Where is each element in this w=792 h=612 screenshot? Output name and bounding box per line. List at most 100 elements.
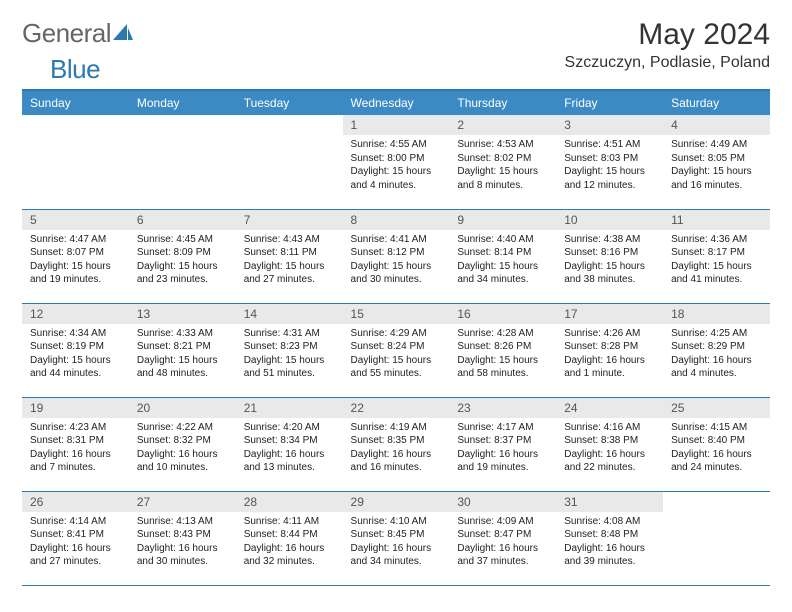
day-details: Sunrise: 4:28 AMSunset: 8:26 PMDaylight:… [449,324,556,387]
day-details: Sunrise: 4:25 AMSunset: 8:29 PMDaylight:… [663,324,770,387]
day-ss: Sunset: 8:38 PM [564,434,655,448]
month-title: May 2024 [565,18,770,52]
day-dl: Daylight: 15 hours and 58 minutes. [457,354,548,381]
calendar-cell: 24Sunrise: 4:16 AMSunset: 8:38 PMDayligh… [556,397,663,491]
calendar-cell: 20Sunrise: 4:22 AMSunset: 8:32 PMDayligh… [129,397,236,491]
day-dl: Daylight: 15 hours and 55 minutes. [351,354,442,381]
calendar-cell [129,115,236,209]
day-dl: Daylight: 15 hours and 16 minutes. [671,165,762,192]
calendar-cell: 22Sunrise: 4:19 AMSunset: 8:35 PMDayligh… [343,397,450,491]
day-details: Sunrise: 4:38 AMSunset: 8:16 PMDaylight:… [556,230,663,293]
day-number: 3 [556,115,663,135]
day-dl: Daylight: 16 hours and 37 minutes. [457,542,548,569]
day-dl: Daylight: 16 hours and 24 minutes. [671,448,762,475]
calendar-cell [663,491,770,585]
logo-sail-icon [113,24,133,42]
day-dl: Daylight: 15 hours and 30 minutes. [351,260,442,287]
day-ss: Sunset: 8:02 PM [457,152,548,166]
day-number: 31 [556,492,663,512]
day-details: Sunrise: 4:11 AMSunset: 8:44 PMDaylight:… [236,512,343,575]
day-number: 25 [663,398,770,418]
calendar-cell: 26Sunrise: 4:14 AMSunset: 8:41 PMDayligh… [22,491,129,585]
day-sr: Sunrise: 4:08 AM [564,515,655,529]
calendar-cell: 8Sunrise: 4:41 AMSunset: 8:12 PMDaylight… [343,209,450,303]
day-ss: Sunset: 8:23 PM [244,340,335,354]
calendar-cell: 23Sunrise: 4:17 AMSunset: 8:37 PMDayligh… [449,397,556,491]
day-ss: Sunset: 8:26 PM [457,340,548,354]
day-ss: Sunset: 8:44 PM [244,528,335,542]
day-ss: Sunset: 8:03 PM [564,152,655,166]
logo: General [22,18,133,49]
day-number: 27 [129,492,236,512]
day-details: Sunrise: 4:09 AMSunset: 8:47 PMDaylight:… [449,512,556,575]
day-sr: Sunrise: 4:34 AM [30,327,121,341]
day-number: 28 [236,492,343,512]
day-dl: Daylight: 15 hours and 4 minutes. [351,165,442,192]
day-sr: Sunrise: 4:20 AM [244,421,335,435]
day-number: 23 [449,398,556,418]
day-ss: Sunset: 8:24 PM [351,340,442,354]
day-sr: Sunrise: 4:33 AM [137,327,228,341]
calendar-cell: 31Sunrise: 4:08 AMSunset: 8:48 PMDayligh… [556,491,663,585]
day-dl: Daylight: 16 hours and 22 minutes. [564,448,655,475]
day-number: 20 [129,398,236,418]
day-ss: Sunset: 8:05 PM [671,152,762,166]
weekday-header: Thursday [449,91,556,115]
calendar-cell: 28Sunrise: 4:11 AMSunset: 8:44 PMDayligh… [236,491,343,585]
day-number: 16 [449,304,556,324]
day-dl: Daylight: 15 hours and 12 minutes. [564,165,655,192]
day-details: Sunrise: 4:13 AMSunset: 8:43 PMDaylight:… [129,512,236,575]
day-ss: Sunset: 8:45 PM [351,528,442,542]
day-sr: Sunrise: 4:53 AM [457,138,548,152]
day-ss: Sunset: 8:12 PM [351,246,442,260]
calendar-cell: 14Sunrise: 4:31 AMSunset: 8:23 PMDayligh… [236,303,343,397]
day-sr: Sunrise: 4:41 AM [351,233,442,247]
day-details: Sunrise: 4:45 AMSunset: 8:09 PMDaylight:… [129,230,236,293]
calendar-cell: 6Sunrise: 4:45 AMSunset: 8:09 PMDaylight… [129,209,236,303]
weekday-header: Friday [556,91,663,115]
day-sr: Sunrise: 4:17 AM [457,421,548,435]
day-sr: Sunrise: 4:51 AM [564,138,655,152]
day-details: Sunrise: 4:41 AMSunset: 8:12 PMDaylight:… [343,230,450,293]
day-ss: Sunset: 8:40 PM [671,434,762,448]
day-dl: Daylight: 15 hours and 23 minutes. [137,260,228,287]
calendar-cell: 30Sunrise: 4:09 AMSunset: 8:47 PMDayligh… [449,491,556,585]
day-number: 18 [663,304,770,324]
day-number: 30 [449,492,556,512]
day-ss: Sunset: 8:29 PM [671,340,762,354]
day-details: Sunrise: 4:51 AMSunset: 8:03 PMDaylight:… [556,135,663,198]
calendar-cell: 19Sunrise: 4:23 AMSunset: 8:31 PMDayligh… [22,397,129,491]
day-sr: Sunrise: 4:26 AM [564,327,655,341]
day-details: Sunrise: 4:17 AMSunset: 8:37 PMDaylight:… [449,418,556,481]
day-details: Sunrise: 4:53 AMSunset: 8:02 PMDaylight:… [449,135,556,198]
day-sr: Sunrise: 4:40 AM [457,233,548,247]
day-details: Sunrise: 4:47 AMSunset: 8:07 PMDaylight:… [22,230,129,293]
day-number: 13 [129,304,236,324]
calendar-cell: 25 Sunrise: 4:15 AMSunset: 8:40 PMDayligh… [663,397,770,491]
day-ss: Sunset: 8:37 PM [457,434,548,448]
day-ss: Sunset: 8:07 PM [30,246,121,260]
calendar-cell [236,115,343,209]
day-ss: Sunset: 8:00 PM [351,152,442,166]
day-sr: Sunrise: 4:15 AM [671,421,762,435]
day-sr: Sunrise: 4:47 AM [30,233,121,247]
day-details: Sunrise: 4:23 AMSunset: 8:31 PMDaylight:… [22,418,129,481]
day-ss: Sunset: 8:09 PM [137,246,228,260]
day-number: 29 [343,492,450,512]
day-sr: Sunrise: 4:19 AM [351,421,442,435]
day-dl: Daylight: 16 hours and 7 minutes. [30,448,121,475]
day-details: Sunrise: 4:14 AMSunset: 8:41 PMDaylight:… [22,512,129,575]
day-number: 5 [22,210,129,230]
day-sr: Sunrise: 4:13 AM [137,515,228,529]
day-details: Sunrise: 4:16 AMSunset: 8:38 PMDaylight:… [556,418,663,481]
day-details: Sunrise: 4:40 AMSunset: 8:14 PMDaylight:… [449,230,556,293]
day-details: Sunrise: 4:08 AMSunset: 8:48 PMDaylight:… [556,512,663,575]
weekday-header-row: SundayMondayTuesdayWednesdayThursdayFrid… [22,91,770,115]
day-details: Sunrise: 4:55 AMSunset: 8:00 PMDaylight:… [343,135,450,198]
calendar-cell: 17Sunrise: 4:26 AMSunset: 8:28 PMDayligh… [556,303,663,397]
day-details [22,121,129,130]
calendar-table: SundayMondayTuesdayWednesdayThursdayFrid… [22,91,770,586]
day-ss: Sunset: 8:48 PM [564,528,655,542]
calendar-cell: 15Sunrise: 4:29 AMSunset: 8:24 PMDayligh… [343,303,450,397]
day-sr: Sunrise: 4:16 AM [564,421,655,435]
